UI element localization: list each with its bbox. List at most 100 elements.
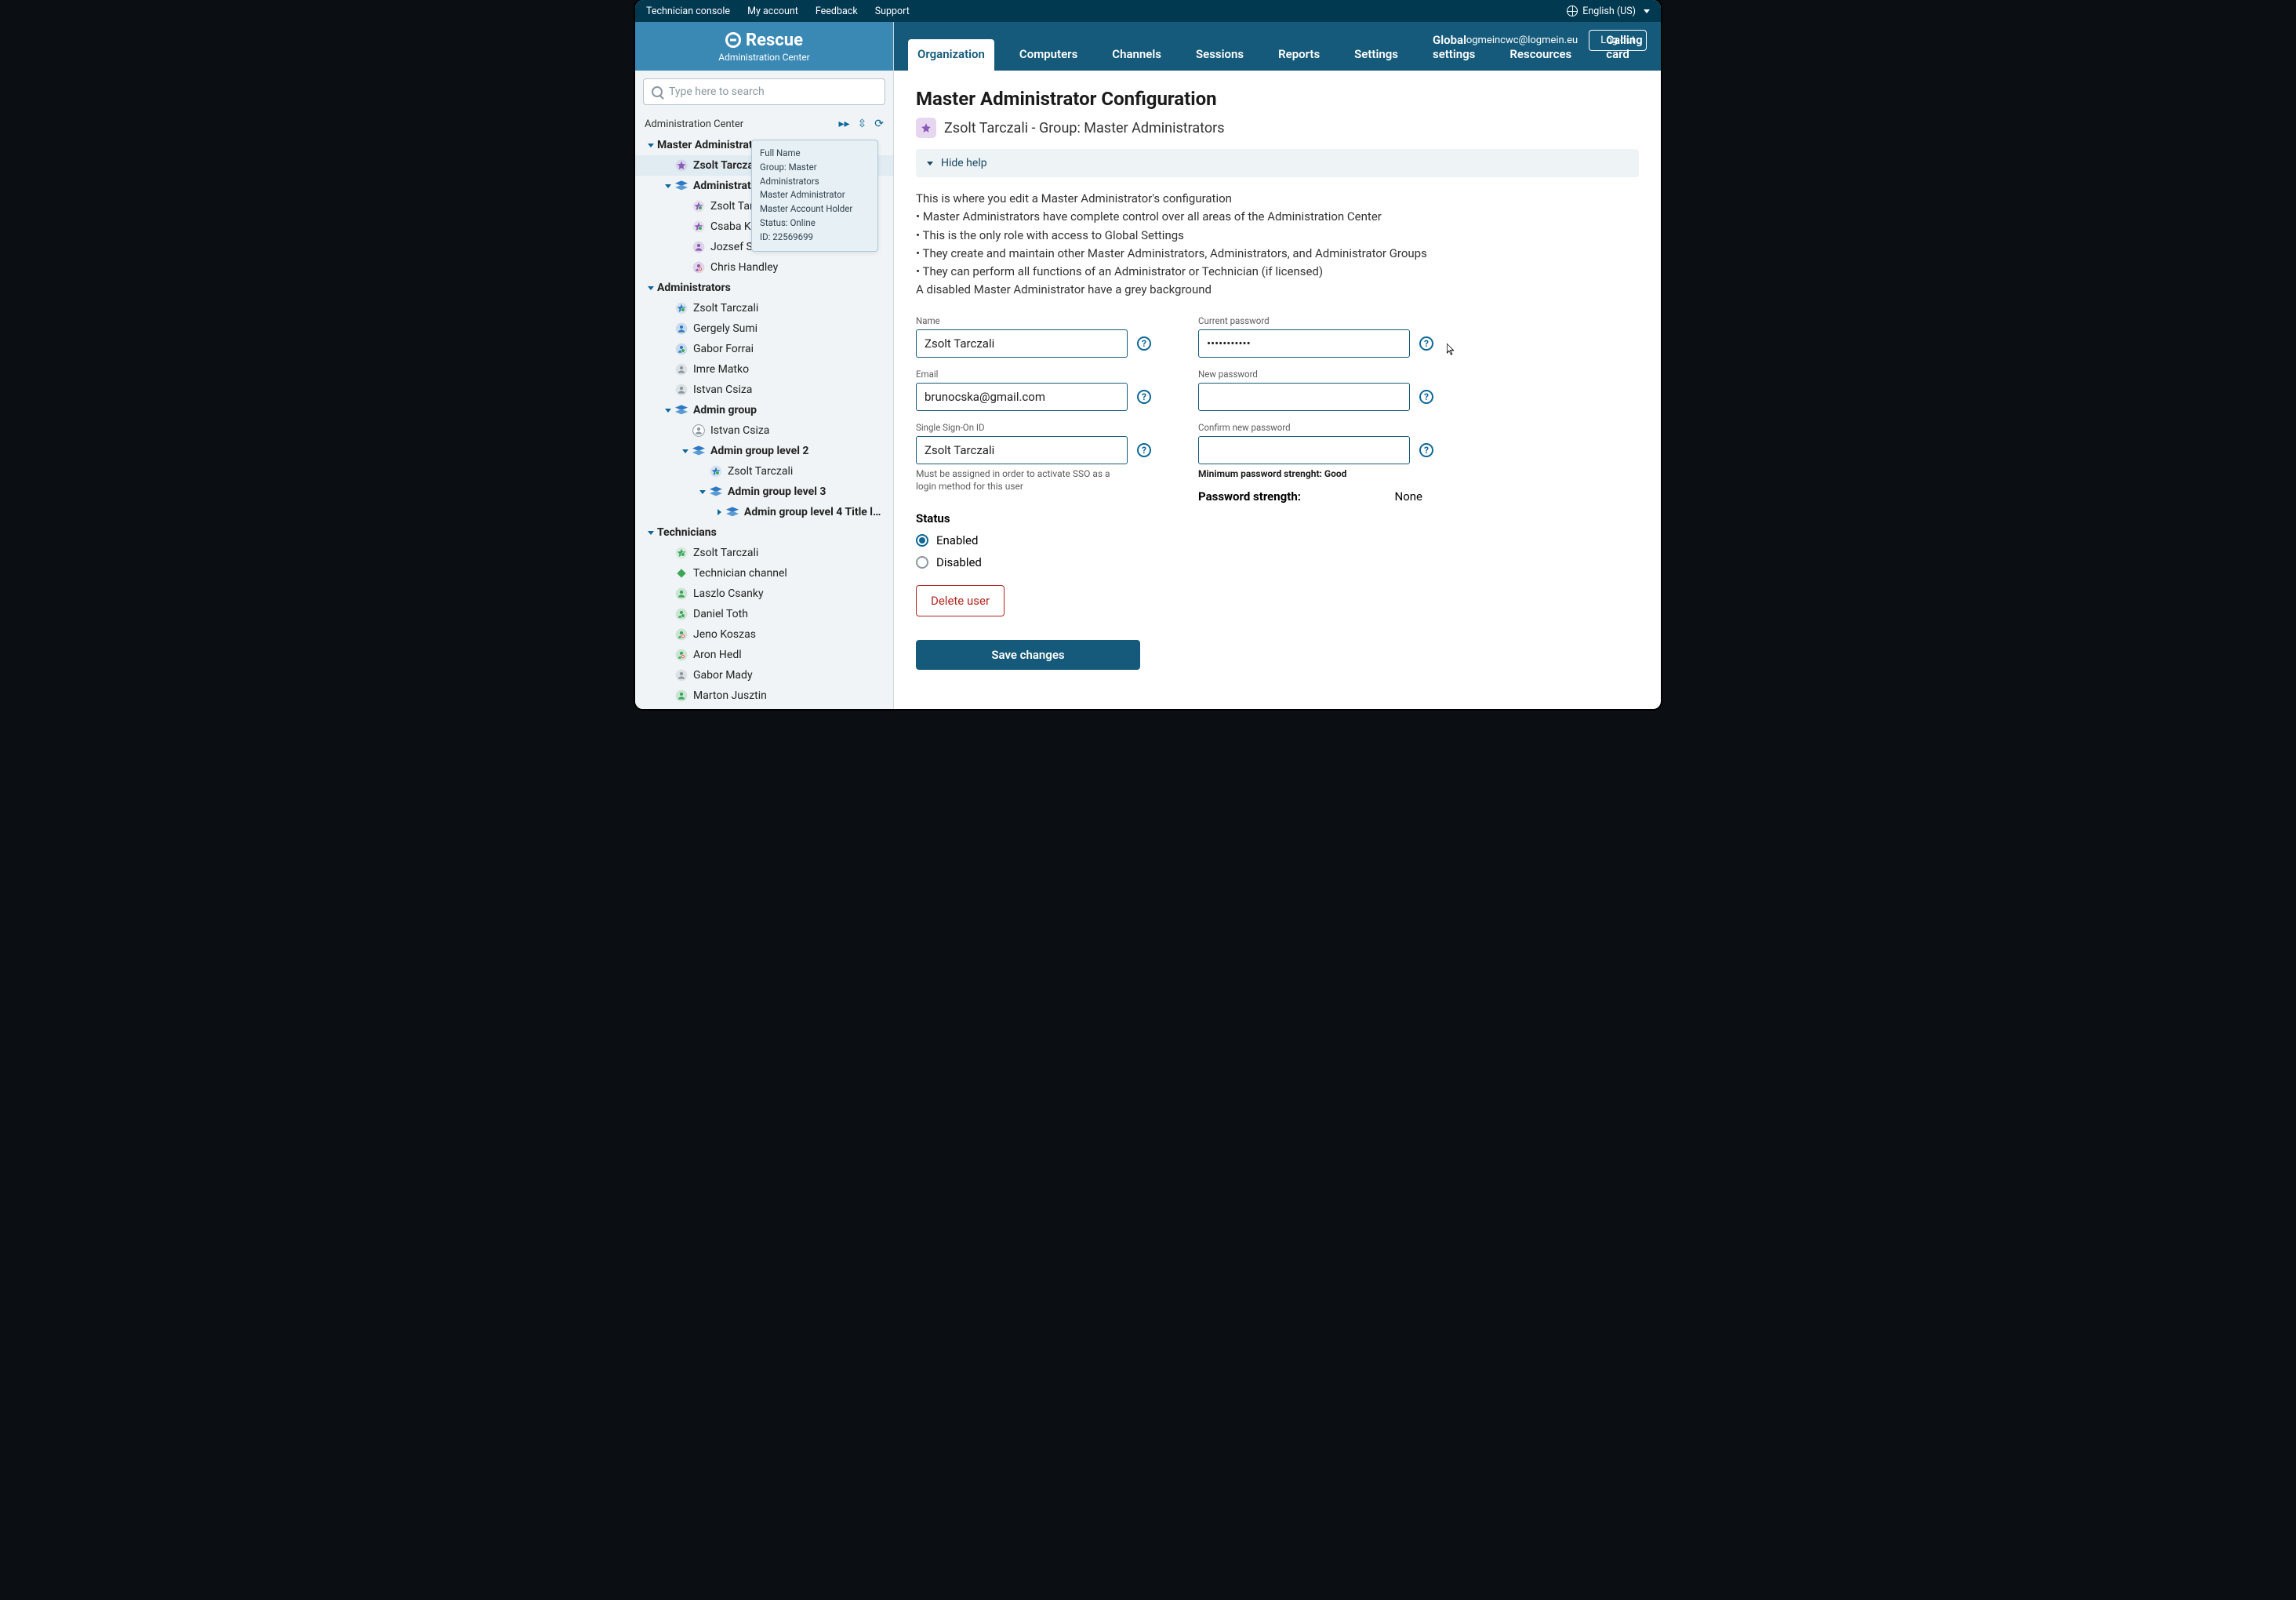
input-new-password[interactable] <box>1198 383 1410 411</box>
sidebar-header: Administration Center ▸▸ ⇳ ⟳ <box>635 113 893 135</box>
input-sso[interactable] <box>916 436 1128 464</box>
tree-node[interactable]: Balint Bozso <box>635 706 893 709</box>
collapse-icon[interactable]: ▸▸ <box>838 118 849 130</box>
tree-node[interactable]: Daniel Toth <box>635 604 893 624</box>
input-name[interactable] <box>916 329 1128 358</box>
tree-node[interactable]: Aron Hedl <box>635 645 893 665</box>
label-email: Email <box>916 369 1151 380</box>
brand-icon <box>725 32 741 48</box>
help-icon[interactable]: ? <box>1419 336 1433 351</box>
tab-channels[interactable]: Channels <box>1103 39 1171 71</box>
tooltip-line: Master Account Holder <box>760 202 870 216</box>
tab-sessions[interactable]: Sessions <box>1186 39 1253 71</box>
tree-node[interactable]: Admin group level 4 Title long... <box>635 502 893 522</box>
help-bullet: • They can perform all functions of an A… <box>916 263 1465 281</box>
help-toggle[interactable]: Hide help <box>916 149 1639 177</box>
help-icon[interactable]: ? <box>1419 443 1433 457</box>
help-bullet: • This is the only role with access to G… <box>916 227 1465 245</box>
tree-node[interactable]: Gabor Forrai <box>635 339 893 359</box>
delete-user-button[interactable]: Delete user <box>916 585 1004 616</box>
tab-computers[interactable]: Computers <box>1010 39 1087 71</box>
tree-node[interactable]: Technicians <box>635 522 893 543</box>
brand-sub: Administration Center <box>718 52 810 63</box>
field-name: Name ? <box>916 315 1151 358</box>
language-selector[interactable]: English (US) <box>1567 5 1650 17</box>
logout-button[interactable]: Log out <box>1589 30 1647 51</box>
user-tooltip: Full NameGroup: Master Administrators Mas… <box>751 140 878 252</box>
radio-disabled[interactable]: Disabled <box>916 555 1639 569</box>
top-links: Technician console My account Feedback Supp… <box>646 5 910 17</box>
tooltip-line: Status: Online <box>760 216 870 231</box>
tree-node[interactable]: Chris Handley <box>635 257 893 278</box>
status-section: Status Enabled Disabled Delete user <box>916 511 1639 616</box>
top-link[interactable]: My account <box>747 5 798 17</box>
help-toggle-label: Hide help <box>941 157 987 169</box>
radio-enabled[interactable]: Enabled <box>916 533 1639 547</box>
tree-node[interactable]: Technician channel <box>635 563 893 584</box>
search-input[interactable] <box>669 85 877 98</box>
main: logmeincwc@logmein.eu Log out Organizati… <box>894 22 1661 709</box>
help-icon[interactable]: ? <box>1137 443 1151 457</box>
help-bullet: • Master Administrators have complete co… <box>916 208 1465 226</box>
tree-node[interactable]: Admin group level 2 <box>635 441 893 461</box>
save-button[interactable]: Save changes <box>916 640 1140 670</box>
tree-node[interactable]: Gergely Sumi <box>635 318 893 339</box>
tree-node[interactable]: Istvan Csiza <box>635 380 893 400</box>
account-email: logmeincwc@logmein.eu <box>1464 35 1578 46</box>
tree-node[interactable]: Zsolt Tarczali <box>635 543 893 563</box>
field-new-password: New password ? <box>1198 369 1433 411</box>
sidebar: Rescue Administration Center Administrat… <box>635 22 894 709</box>
top-link[interactable]: Support <box>875 5 910 17</box>
tree-node[interactable]: Administrators <box>635 278 893 298</box>
tree: Master AdministratorsZsolt TarczaliAdmin… <box>635 135 893 709</box>
tooltip-line: Full Name <box>760 147 870 161</box>
tree-node[interactable]: Zsolt Tarczali <box>635 461 893 482</box>
tree-node[interactable]: Admin group <box>635 400 893 420</box>
tab-reports[interactable]: Reports <box>1269 39 1329 71</box>
refresh-icon[interactable]: ⟳ <box>874 118 884 130</box>
tab-organization[interactable]: Organization <box>908 39 994 71</box>
brand: Rescue Administration Center <box>635 22 893 71</box>
tree-node[interactable]: Gabor Mady <box>635 665 893 685</box>
page-subtitle: Zsolt Tarczali - Group: Master Administr… <box>944 120 1225 136</box>
tree-node[interactable]: Jeno Koszas <box>635 624 893 645</box>
search-icon <box>652 86 663 97</box>
search-box[interactable] <box>643 78 885 105</box>
help-icon[interactable]: ? <box>1137 336 1151 351</box>
tree-node[interactable]: Marton Jusztin <box>635 685 893 706</box>
tooltip-line: Group: Master Administrators <box>760 161 870 189</box>
expand-icon[interactable]: ⇳ <box>858 118 867 130</box>
header: logmeincwc@logmein.eu Log out Organizati… <box>894 22 1661 71</box>
password-strength-row: Password strength: None <box>1198 489 1422 504</box>
top-strip: Technician console My account Feedback Supp… <box>635 0 1661 22</box>
tree-node[interactable]: Admin group level 3 <box>635 482 893 502</box>
help-icon[interactable]: ? <box>1419 390 1433 404</box>
top-link[interactable]: Feedback <box>816 5 858 17</box>
hint-confpw: Minimum password strenght: Good <box>1198 467 1402 481</box>
help-bullet: • They create and maintain other Master … <box>916 245 1465 263</box>
tab-settings[interactable]: Settings <box>1345 39 1408 71</box>
tree-node[interactable]: Laszlo Csanky <box>635 584 893 604</box>
status-title: Status <box>916 511 1639 525</box>
help-intro: This is where you edit a Master Administ… <box>916 190 1465 208</box>
pw-strength-label: Password strength: <box>1198 489 1301 504</box>
top-link[interactable]: Technician console <box>646 5 730 17</box>
account-area: logmeincwc@logmein.eu Log out <box>1464 30 1647 51</box>
field-confirm-password: Confirm new password ? Minimum password … <box>1198 422 1433 504</box>
tree-node[interactable]: Istvan Csiza <box>635 420 893 441</box>
radio-disabled-label: Disabled <box>936 555 982 569</box>
help-icon[interactable]: ? <box>1137 390 1151 404</box>
globe-icon <box>1567 5 1578 16</box>
chevron-down-icon <box>1644 9 1650 13</box>
brand-name: Rescue <box>746 31 803 50</box>
input-email[interactable] <box>916 383 1128 411</box>
label-newpw: New password <box>1198 369 1433 380</box>
input-current-password[interactable] <box>1198 329 1410 358</box>
tree-node[interactable]: Zsolt Tarczali <box>635 298 893 318</box>
tooltip-line: ID: 22569699 <box>760 231 870 245</box>
tree-node[interactable]: Imre Matko <box>635 359 893 380</box>
field-sso: Single Sign-On ID ? Must be assigned in … <box>916 422 1151 504</box>
page-title: Master Administrator Configuration <box>916 88 1639 110</box>
input-confirm-password[interactable] <box>1198 436 1410 464</box>
content: Master Administrator Configuration Zsolt… <box>894 71 1661 709</box>
